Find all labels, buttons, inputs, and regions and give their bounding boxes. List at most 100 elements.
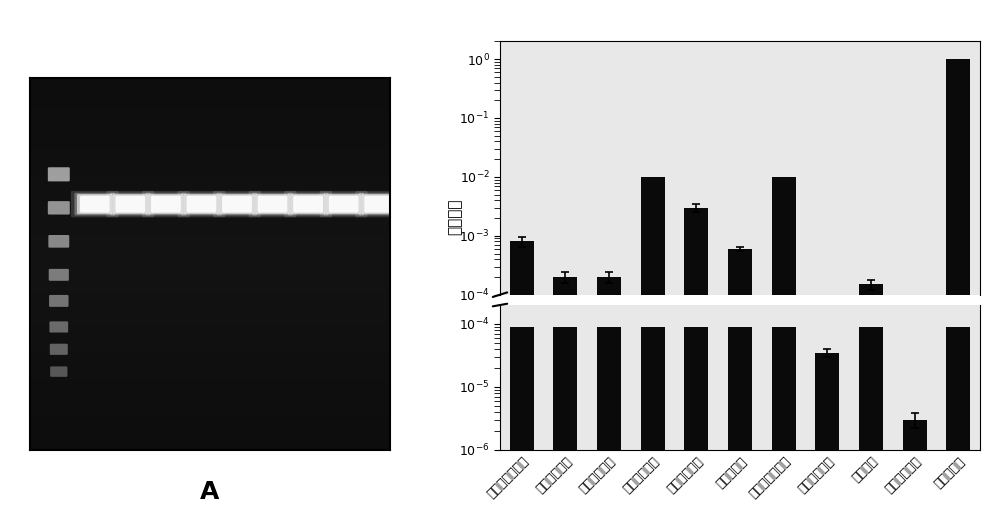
Bar: [30, 260, 390, 264]
Bar: [30, 249, 390, 252]
Bar: [30, 413, 390, 416]
Bar: [30, 211, 390, 215]
FancyBboxPatch shape: [48, 235, 69, 248]
Bar: [30, 443, 390, 446]
FancyBboxPatch shape: [222, 195, 252, 212]
Bar: [30, 364, 390, 368]
Bar: [30, 416, 390, 420]
Bar: [30, 438, 390, 443]
FancyBboxPatch shape: [290, 194, 326, 214]
FancyBboxPatch shape: [217, 193, 257, 216]
Bar: [30, 409, 390, 413]
Bar: [30, 189, 390, 193]
Bar: [30, 256, 390, 260]
FancyBboxPatch shape: [50, 344, 68, 355]
Bar: [30, 96, 390, 100]
Bar: [641, 327, 665, 517]
FancyBboxPatch shape: [293, 195, 323, 212]
Bar: [30, 338, 390, 342]
FancyBboxPatch shape: [288, 193, 328, 216]
Bar: [30, 148, 390, 152]
FancyBboxPatch shape: [178, 191, 225, 217]
Bar: [946, 327, 970, 517]
Bar: [30, 238, 390, 241]
FancyBboxPatch shape: [184, 194, 219, 214]
Bar: [859, 284, 883, 517]
FancyBboxPatch shape: [110, 193, 151, 216]
Bar: [641, 177, 665, 517]
Bar: [30, 308, 390, 312]
FancyBboxPatch shape: [80, 195, 110, 212]
Bar: [30, 103, 390, 108]
Bar: [30, 163, 390, 167]
Bar: [553, 277, 577, 517]
Bar: [30, 398, 390, 401]
Bar: [30, 141, 390, 145]
Bar: [510, 241, 534, 517]
FancyBboxPatch shape: [255, 194, 290, 214]
Bar: [815, 353, 839, 517]
FancyBboxPatch shape: [151, 195, 181, 212]
Bar: [30, 226, 390, 230]
Bar: [30, 349, 390, 353]
Bar: [30, 111, 390, 115]
Bar: [30, 379, 390, 383]
Bar: [30, 420, 390, 424]
FancyBboxPatch shape: [148, 194, 184, 214]
Bar: [30, 323, 390, 327]
Bar: [30, 252, 390, 256]
Bar: [30, 171, 390, 174]
FancyBboxPatch shape: [181, 193, 222, 216]
FancyBboxPatch shape: [284, 191, 332, 217]
Bar: [30, 219, 390, 223]
FancyBboxPatch shape: [258, 195, 287, 212]
FancyBboxPatch shape: [142, 191, 190, 217]
Bar: [597, 277, 621, 517]
FancyBboxPatch shape: [49, 295, 69, 307]
Bar: [30, 137, 390, 141]
Bar: [30, 372, 390, 375]
Bar: [30, 401, 390, 405]
Bar: [30, 342, 390, 345]
Bar: [30, 316, 390, 320]
Bar: [30, 156, 390, 159]
Bar: [30, 275, 390, 279]
Bar: [30, 360, 390, 364]
Text: A: A: [200, 480, 220, 504]
Bar: [30, 387, 390, 390]
FancyBboxPatch shape: [252, 193, 293, 216]
Bar: [30, 368, 390, 372]
FancyBboxPatch shape: [187, 195, 216, 212]
Bar: [30, 405, 390, 409]
Bar: [30, 174, 390, 178]
Bar: [684, 327, 708, 517]
Bar: [30, 446, 390, 450]
Bar: [30, 264, 390, 267]
FancyBboxPatch shape: [71, 191, 119, 217]
FancyBboxPatch shape: [146, 193, 186, 216]
FancyBboxPatch shape: [115, 195, 145, 212]
Bar: [30, 424, 390, 428]
FancyBboxPatch shape: [49, 269, 69, 281]
Bar: [684, 208, 708, 517]
Bar: [30, 357, 390, 360]
Bar: [30, 100, 390, 103]
FancyBboxPatch shape: [364, 195, 394, 212]
Bar: [30, 383, 390, 387]
FancyBboxPatch shape: [249, 191, 296, 217]
Bar: [30, 89, 390, 93]
Bar: [30, 312, 390, 316]
FancyBboxPatch shape: [50, 367, 67, 377]
Bar: [30, 279, 390, 282]
Bar: [30, 305, 390, 308]
Bar: [30, 428, 390, 431]
Bar: [30, 245, 390, 249]
Bar: [30, 435, 390, 438]
FancyBboxPatch shape: [219, 194, 255, 214]
Bar: [30, 130, 390, 133]
Bar: [30, 93, 390, 96]
Bar: [30, 201, 390, 204]
FancyBboxPatch shape: [355, 191, 403, 217]
Bar: [30, 241, 390, 245]
Bar: [772, 327, 796, 517]
